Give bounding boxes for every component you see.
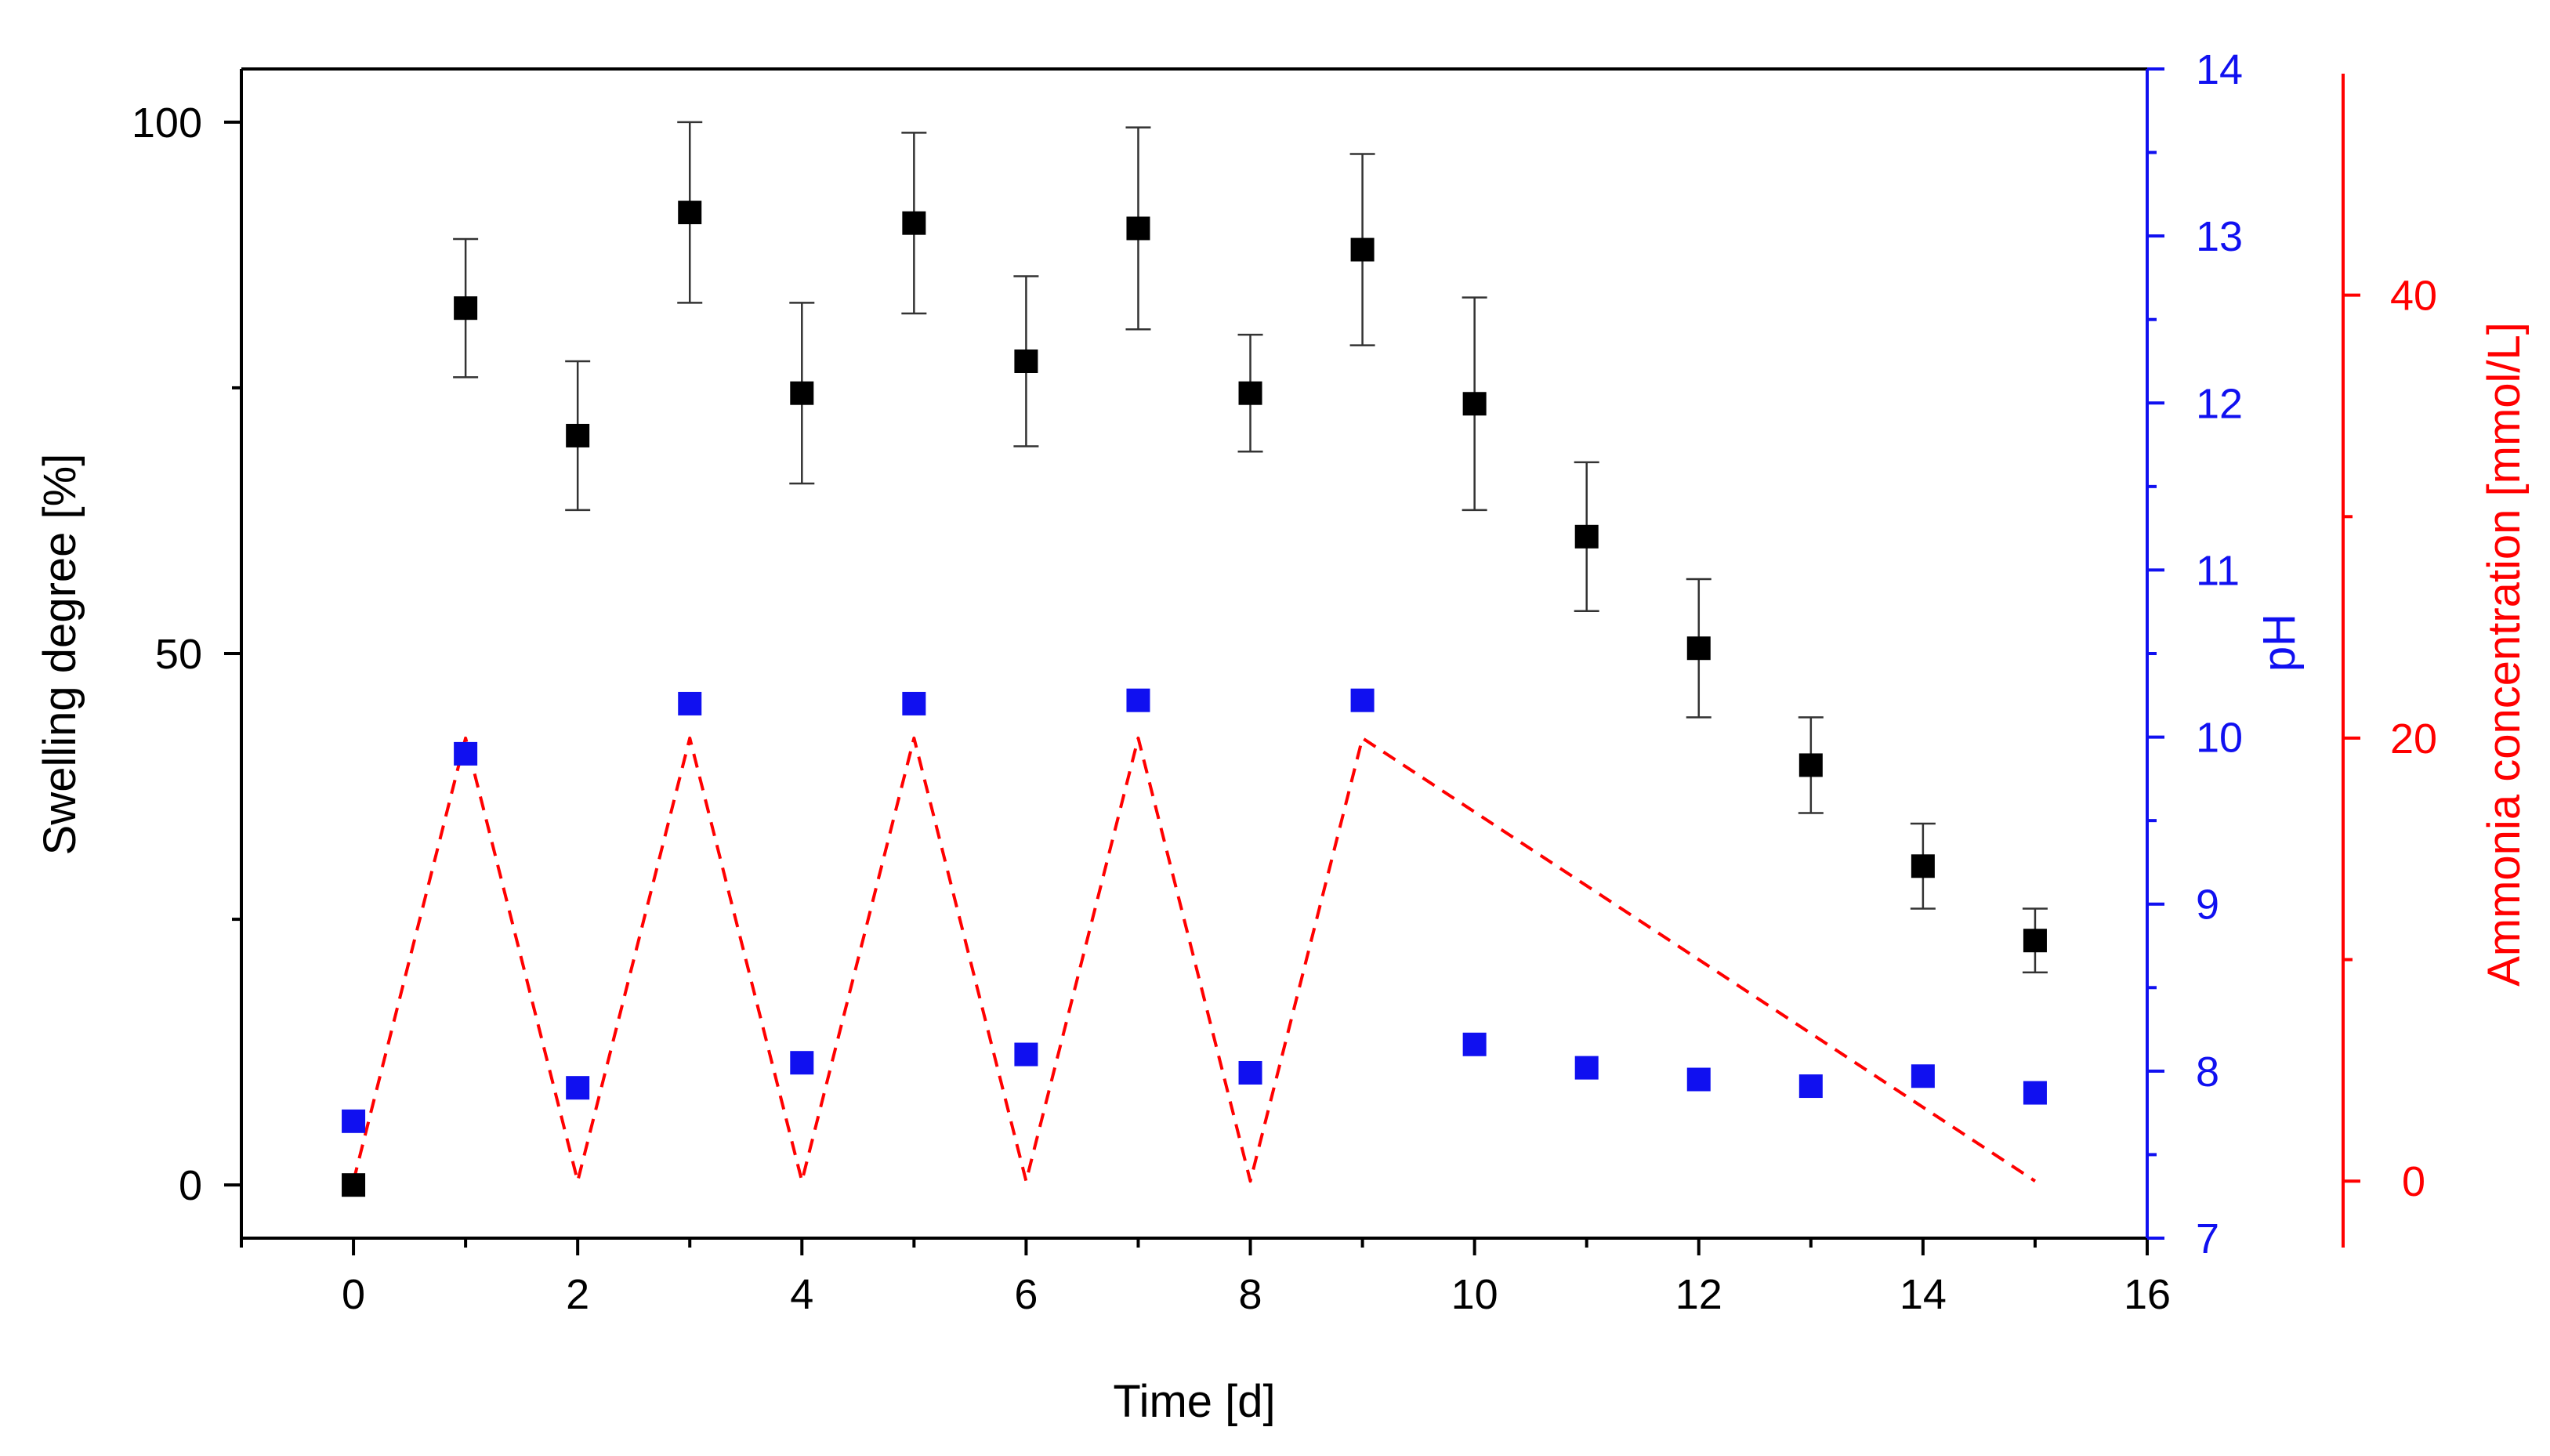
swelling-point	[454, 296, 478, 321]
x-axis-title: Time [d]	[1113, 1376, 1275, 1427]
ph-point	[1462, 1032, 1487, 1056]
ph-point	[1126, 688, 1150, 712]
swelling-point	[1238, 381, 1262, 405]
ph-point	[342, 1109, 366, 1133]
swelling-point	[902, 211, 926, 235]
ammonia-series	[352, 736, 2037, 1183]
x-tick-label: 16	[2124, 1271, 2171, 1318]
y-ammonia-tick-label: 20	[2390, 715, 2437, 762]
y-left-tick-label: 100	[132, 100, 202, 147]
ph-point	[566, 1076, 590, 1100]
x-tick-label: 6	[1014, 1271, 1038, 1318]
swelling-point	[678, 201, 702, 225]
y-left-axis-title: Swelling degree [%]	[34, 454, 85, 856]
x-tick-label: 0	[342, 1271, 365, 1318]
swelling-point	[342, 1173, 366, 1197]
y-ph-tick-label: 14	[2196, 46, 2243, 93]
swelling-point	[566, 423, 590, 447]
ph-point	[1798, 1074, 1823, 1099]
x-tick-label: 14	[1900, 1271, 1947, 1318]
ph-point	[1911, 1064, 1935, 1088]
swelling-point	[2023, 929, 2047, 953]
ph-point	[1350, 688, 1375, 712]
plot-frame	[240, 67, 2345, 1248]
ph-point	[902, 691, 926, 715]
swelling-point	[1574, 524, 1599, 549]
y-ph-tick-label: 7	[2196, 1215, 2219, 1262]
y-ammonia-axis-title: Ammonia concentration [mmol/L]	[2479, 322, 2530, 987]
ph-point	[1574, 1056, 1599, 1080]
y-left-axis: 0 50 100	[132, 100, 241, 1209]
ph-point	[2023, 1081, 2047, 1105]
y-ammonia-tick-label: 0	[2402, 1158, 2425, 1205]
swelling-point	[1911, 854, 1935, 878]
swelling-point	[790, 381, 814, 405]
swelling-point	[1126, 216, 1150, 241]
y-ph-tick-label: 10	[2196, 715, 2243, 762]
ph-point	[1014, 1042, 1038, 1067]
ph-point	[678, 691, 702, 715]
y-ph-tick-label: 13	[2196, 213, 2243, 260]
swelling-error-bars	[453, 121, 2048, 974]
ammonia-line	[352, 736, 2037, 1183]
ph-point	[1686, 1067, 1711, 1092]
y-ph-tick-label: 12	[2196, 380, 2243, 427]
y-left-tick-label: 0	[179, 1162, 202, 1209]
swelling-point	[1462, 392, 1487, 416]
x-tick-label: 4	[790, 1271, 813, 1318]
y-ammonia-tick-label: 40	[2390, 273, 2437, 320]
swelling-series	[342, 201, 2047, 1197]
x-axis: 0 2 4 6 8 10 12 14 16	[240, 1238, 2171, 1318]
swelling-point	[1014, 350, 1038, 373]
y-ph-tick-label: 9	[2196, 882, 2219, 929]
ph-point	[790, 1051, 814, 1075]
x-tick-label: 8	[1239, 1271, 1262, 1318]
ph-point	[454, 741, 478, 766]
swelling-point	[1350, 237, 1375, 262]
ph-series	[342, 688, 2047, 1133]
swelling-point	[1686, 636, 1711, 661]
ph-point	[1238, 1060, 1262, 1085]
x-tick-label: 2	[566, 1271, 589, 1318]
x-tick-label: 12	[1675, 1271, 1722, 1318]
y-ph-tick-label: 8	[2196, 1049, 2219, 1096]
y-ph-axis: 7 8 9 10 11 12 13 14	[2147, 46, 2243, 1262]
y-ammonia-axis: 0 20 40	[2343, 273, 2437, 1205]
y-ph-tick-label: 11	[2196, 547, 2240, 594]
y-ph-axis-title: pH	[2254, 614, 2305, 672]
x-tick-label: 10	[1451, 1271, 1498, 1318]
y-left-tick-label: 50	[155, 631, 202, 678]
swelling-point	[1798, 753, 1823, 777]
